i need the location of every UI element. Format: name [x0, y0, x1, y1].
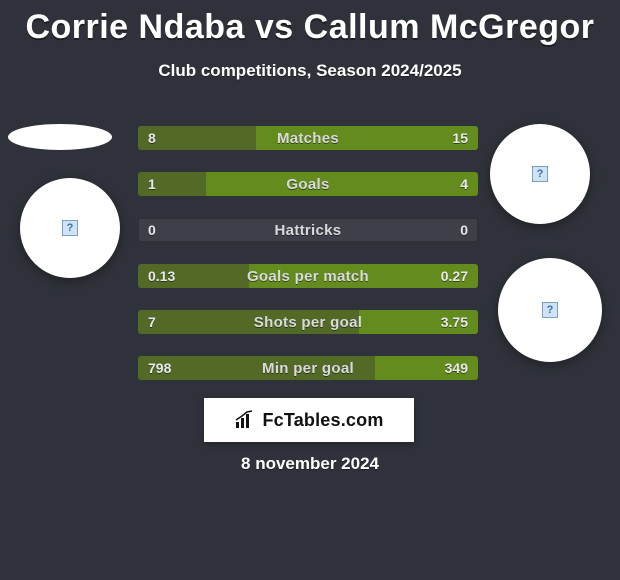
stat-label: Shots per goal — [138, 310, 478, 334]
page-title: Corrie Ndaba vs Callum McGregor — [0, 0, 620, 47]
player-avatar-right-top — [490, 124, 590, 224]
player-avatar-left — [20, 178, 120, 278]
stat-row: 0.130.27Goals per match — [138, 264, 478, 288]
image-placeholder-icon — [62, 220, 78, 236]
stat-row: 73.75Shots per goal — [138, 310, 478, 334]
bar-chart-icon — [234, 410, 256, 430]
stat-row: 815Matches — [138, 126, 478, 150]
stat-label: Goals per match — [138, 264, 478, 288]
comparison-chart: 815Matches 14Goals 00Hattricks 0.130.27Goal… — [138, 126, 478, 402]
image-placeholder-icon — [532, 166, 548, 182]
brand-badge: FcTables.com — [204, 398, 414, 442]
player-avatar-right-bottom — [498, 258, 602, 362]
stat-row: 14Goals — [138, 172, 478, 196]
stat-label: Min per goal — [138, 356, 478, 380]
stat-row: 00Hattricks — [138, 218, 478, 242]
stat-row: 798349Min per goal — [138, 356, 478, 380]
stat-label: Goals — [138, 172, 478, 196]
image-placeholder-icon — [542, 302, 558, 318]
date-label: 8 november 2024 — [0, 454, 620, 474]
stat-label: Matches — [138, 126, 478, 150]
decor-ellipse — [8, 124, 112, 150]
stat-label: Hattricks — [138, 218, 478, 242]
brand-text: FcTables.com — [262, 410, 383, 431]
subtitle: Club competitions, Season 2024/2025 — [0, 61, 620, 81]
